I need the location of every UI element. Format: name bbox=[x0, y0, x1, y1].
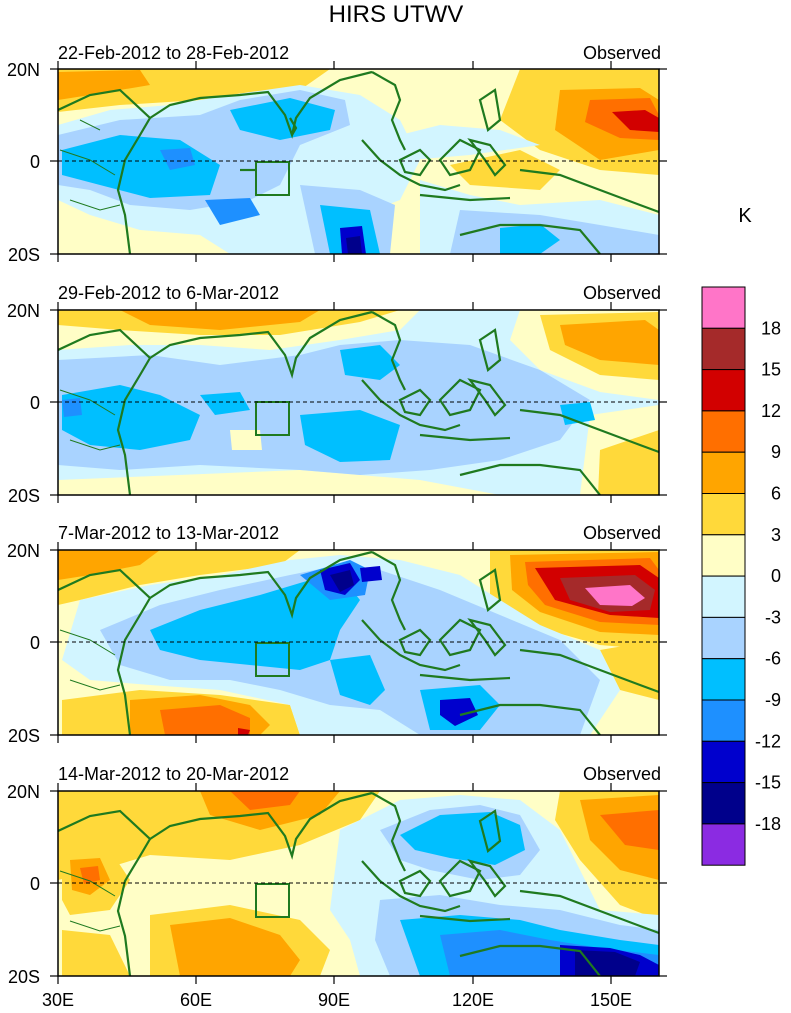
colorbar-swatch bbox=[701, 286, 746, 329]
colorbar-swatch bbox=[701, 369, 746, 412]
panel-label: Observed bbox=[583, 764, 661, 784]
target-region-box bbox=[255, 642, 290, 677]
colorbar-tick-label: 15 bbox=[761, 360, 781, 380]
panel-date-range: 14-Mar-2012 to 20-Mar-2012 bbox=[58, 764, 289, 784]
map-panel-2: 29-Feb-2012 to 6-Mar-2012 Observed bbox=[7, 283, 667, 506]
colorbar-tick-label: 3 bbox=[771, 525, 781, 545]
anomaly-field bbox=[58, 550, 659, 735]
panel-date-range: 29-Feb-2012 to 6-Mar-2012 bbox=[58, 283, 279, 303]
panel-date-range: 22-Feb-2012 to 28-Feb-2012 bbox=[58, 43, 289, 63]
panel-label: Observed bbox=[583, 283, 661, 303]
lon-label: 60E bbox=[180, 990, 212, 1010]
coastlines bbox=[58, 310, 659, 495]
colorbar-tick-label: 9 bbox=[771, 442, 781, 462]
borders bbox=[59, 870, 121, 932]
colorbar-swatch bbox=[701, 327, 746, 371]
lat-label: 20S bbox=[8, 967, 40, 987]
colorbar-tick-label: 12 bbox=[761, 401, 781, 421]
lat-label: 0 bbox=[30, 393, 40, 413]
lat-label: 20S bbox=[8, 245, 40, 265]
colorbar-tick-label: -15 bbox=[755, 773, 781, 793]
borders bbox=[59, 389, 121, 451]
map-panel-3: 7-Mar-2012 to 13-Mar-2012 Observed bbox=[7, 523, 667, 746]
tick-marks bbox=[50, 302, 667, 503]
colorbar-swatch bbox=[701, 493, 746, 536]
target-region-box bbox=[255, 161, 290, 196]
colorbar-swatch bbox=[701, 451, 746, 495]
panel-date-range: 7-Mar-2012 to 13-Mar-2012 bbox=[58, 523, 279, 543]
lat-label: 20N bbox=[7, 541, 40, 561]
lon-label: 30E bbox=[42, 990, 74, 1010]
anomaly-field bbox=[58, 69, 659, 254]
lon-label: 90E bbox=[318, 990, 350, 1010]
colorbar-tick-label: -12 bbox=[755, 731, 781, 751]
lat-label: 0 bbox=[30, 152, 40, 172]
colorbar-unit: K bbox=[738, 205, 752, 227]
lat-label: 20N bbox=[7, 60, 40, 80]
colorbar-labels: 18 15 12 9 6 3 0 -3 -6 -9 -12 -15 -18 bbox=[755, 318, 781, 834]
colorbar-swatch bbox=[701, 575, 746, 618]
colorbar-swatch bbox=[701, 823, 746, 866]
lon-label: 120E bbox=[452, 990, 494, 1010]
colorbar: K 18 15 12 9 6 3 0 -3 -6 -9 -12 -15 -18 bbox=[701, 205, 781, 866]
colorbar-swatch bbox=[701, 616, 746, 660]
lat-label: 20S bbox=[8, 726, 40, 746]
tick-marks bbox=[50, 783, 667, 984]
borders bbox=[59, 119, 121, 211]
colorbar-tick-label: -3 bbox=[765, 607, 781, 627]
panel-label: Observed bbox=[583, 523, 661, 543]
colorbar-swatch bbox=[701, 699, 746, 742]
colorbar-swatch bbox=[701, 740, 746, 784]
colorbar-swatch bbox=[701, 410, 746, 453]
colorbar-swatch bbox=[701, 658, 746, 701]
lat-label: 20N bbox=[7, 782, 40, 802]
anomaly-field bbox=[58, 791, 659, 976]
lon-axis: 30E 60E 90E 120E 150E bbox=[42, 990, 632, 1010]
coastlines bbox=[58, 791, 659, 976]
lat-label: 20N bbox=[7, 301, 40, 321]
colorbar-tick-label: 18 bbox=[761, 318, 781, 338]
colorbar-swatch bbox=[701, 782, 746, 825]
tick-marks bbox=[50, 61, 667, 262]
coastlines bbox=[58, 550, 659, 735]
colorbar-tick-label: 6 bbox=[771, 484, 781, 504]
lat-label: 0 bbox=[30, 874, 40, 894]
tick-marks bbox=[50, 542, 667, 743]
coastlines bbox=[58, 70, 659, 254]
colorbar-tick-label: -18 bbox=[755, 814, 781, 834]
anomaly-field bbox=[58, 310, 659, 495]
colorbar-tick-label: -6 bbox=[765, 649, 781, 669]
colorbar-tick-label: -9 bbox=[765, 690, 781, 710]
map-panel-1: 22-Feb-2012 to 28-Feb-2012 Observed bbox=[7, 43, 667, 265]
borders bbox=[59, 629, 121, 691]
figure-title: HIRS UTWV bbox=[329, 1, 464, 28]
target-region-box bbox=[255, 883, 290, 918]
colorbar-tick-label: 0 bbox=[771, 566, 781, 586]
colorbar-boxes bbox=[701, 286, 746, 866]
map-panel-4: 14-Mar-2012 to 20-Mar-2012 Observed bbox=[7, 764, 667, 987]
lat-label: 0 bbox=[30, 633, 40, 653]
lat-label: 20S bbox=[8, 486, 40, 506]
lon-label: 150E bbox=[590, 990, 632, 1010]
colorbar-swatch bbox=[701, 534, 746, 577]
panel-label: Observed bbox=[583, 43, 661, 63]
